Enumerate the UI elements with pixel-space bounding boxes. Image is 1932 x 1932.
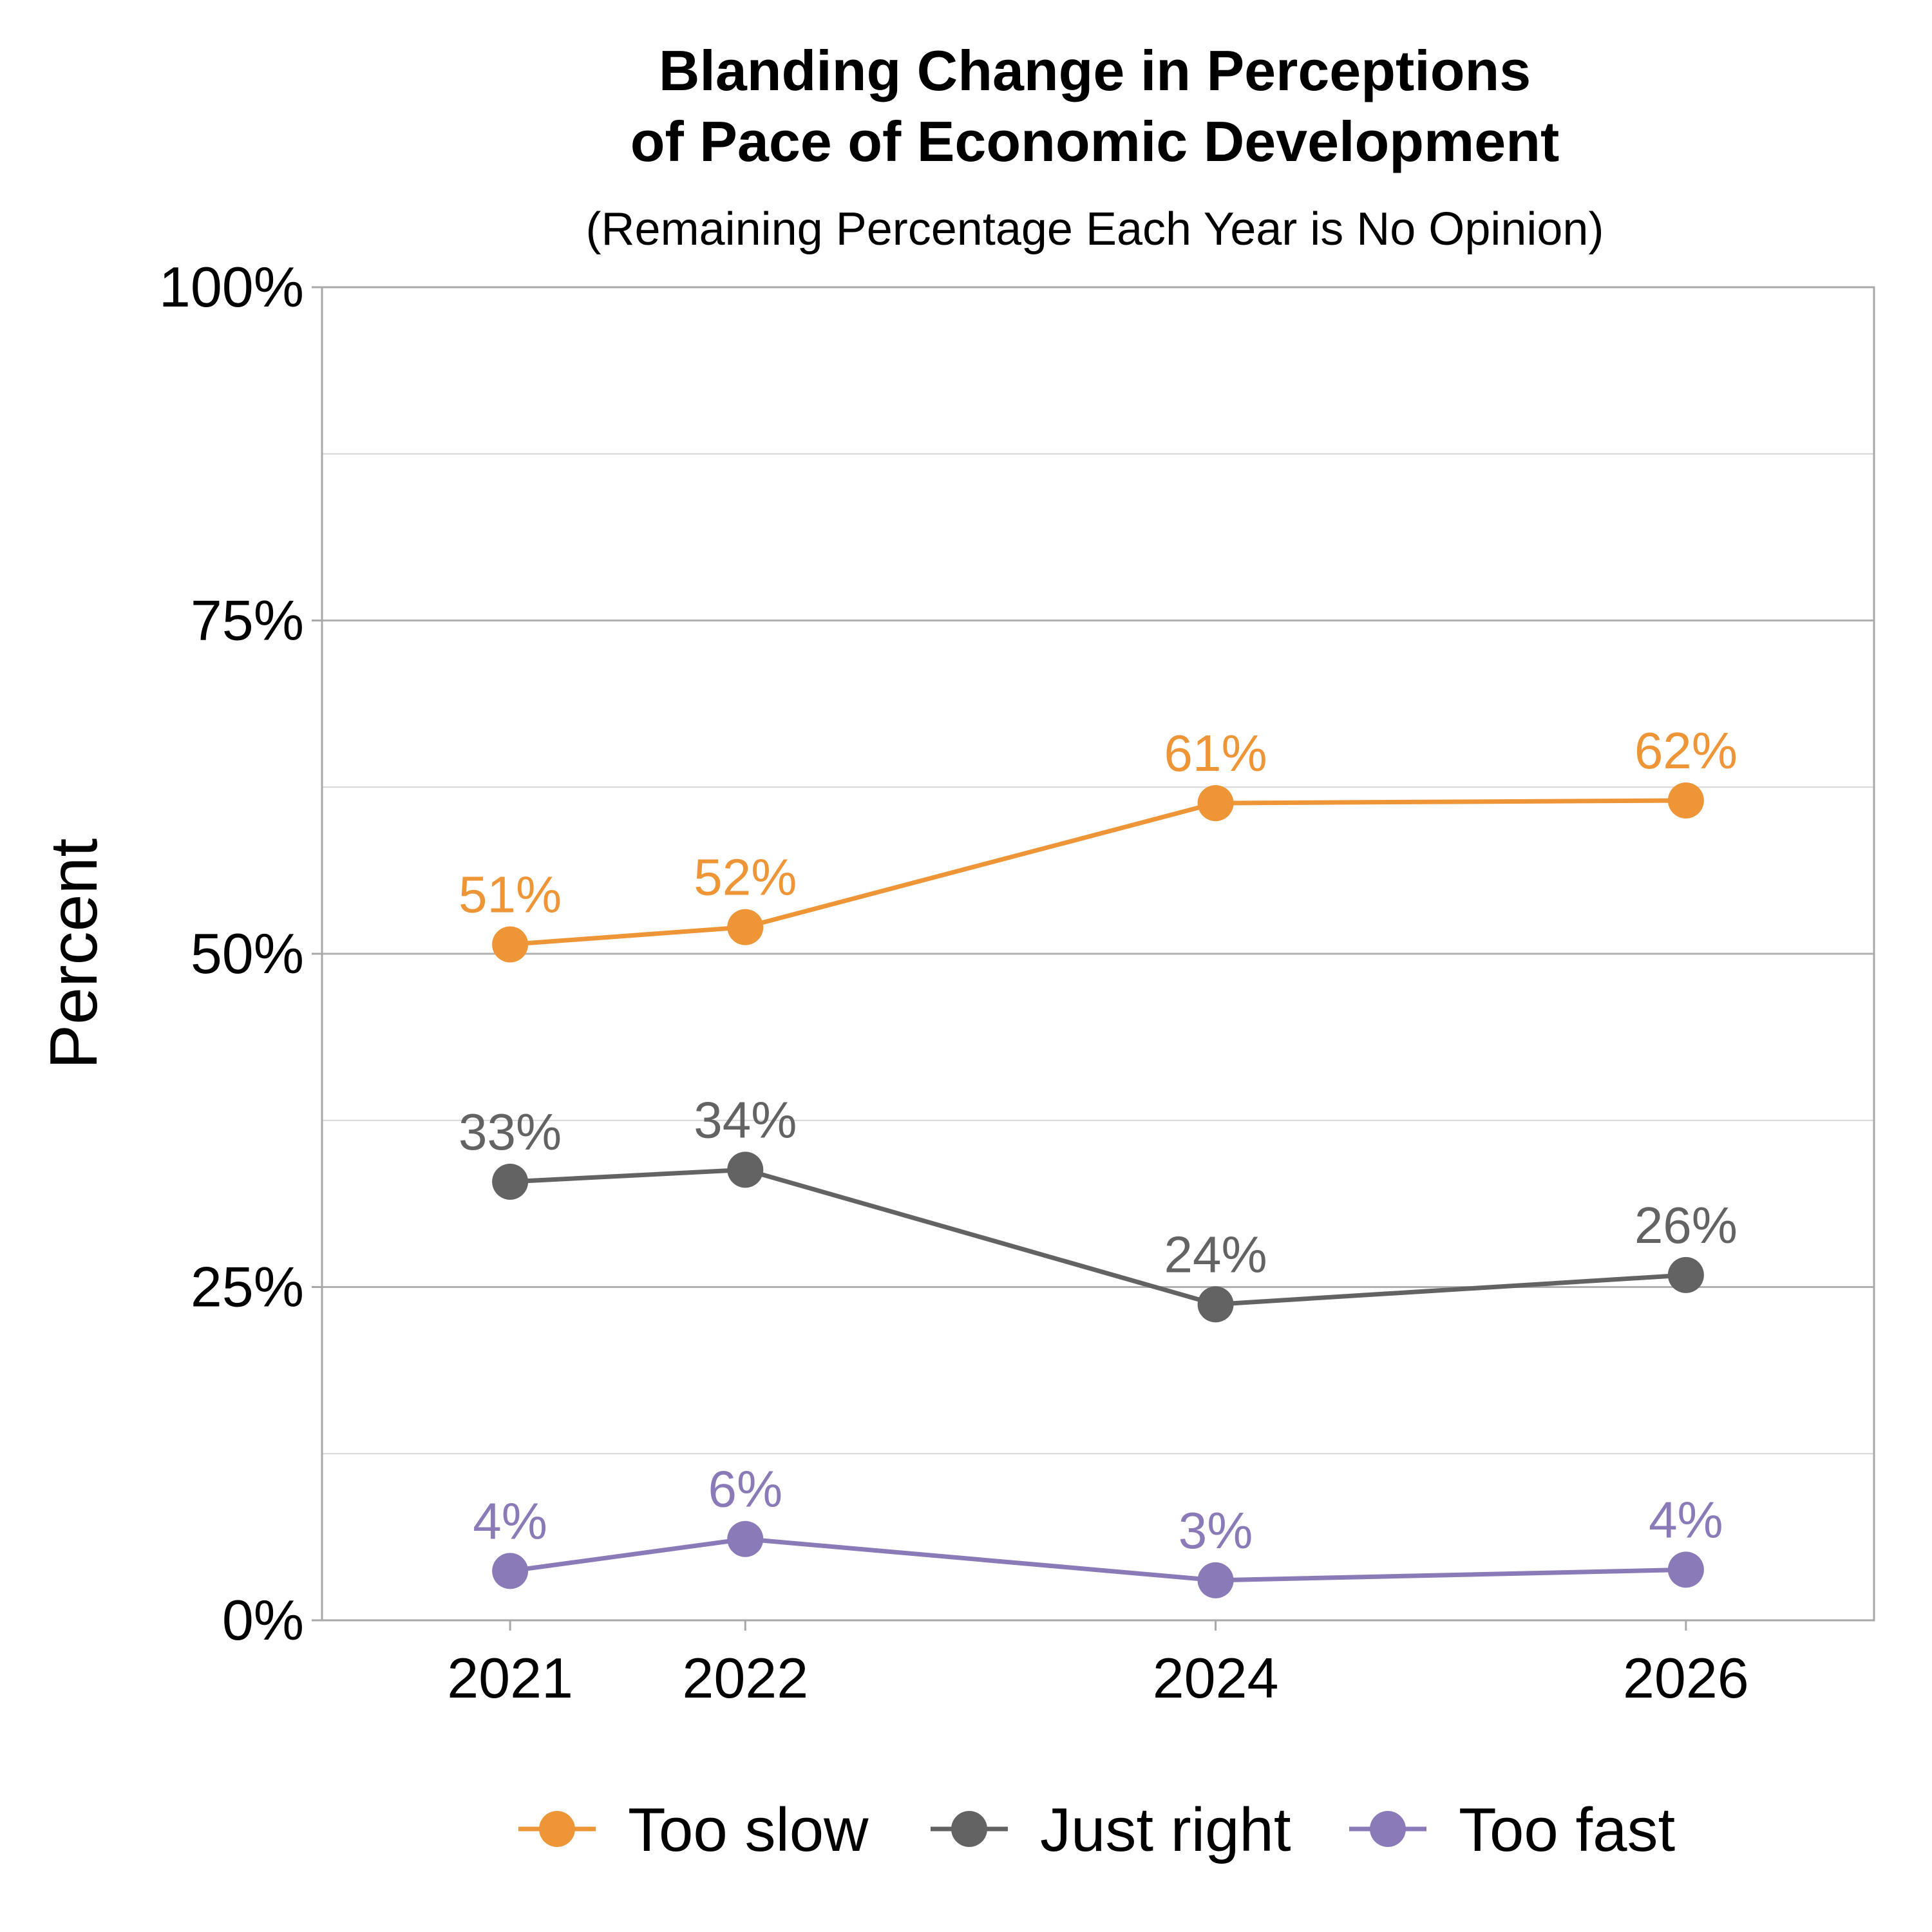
legend-item-too-slow: Too slow xyxy=(518,1795,869,1864)
legend-item-too-fast: Too fast xyxy=(1349,1795,1675,1864)
x-axis-ticks: 2021 2022 2024 2026 xyxy=(447,1620,1749,1710)
series-line xyxy=(509,1167,1687,1307)
data-point xyxy=(1667,782,1704,819)
legend-label: Too slow xyxy=(628,1795,869,1864)
series-line xyxy=(509,1537,1686,1583)
legend-marker xyxy=(539,1811,575,1847)
data-point xyxy=(492,1553,529,1589)
data-point xyxy=(1197,1562,1234,1598)
data-point xyxy=(492,1163,529,1200)
data-point xyxy=(492,926,529,963)
data-point xyxy=(727,1520,764,1557)
data-label: 61% xyxy=(1164,724,1267,782)
data-label: 52% xyxy=(694,849,797,906)
series-line xyxy=(509,798,1686,947)
data-label: 51% xyxy=(459,866,562,923)
y-tick-label: 0% xyxy=(222,1588,304,1652)
data-point xyxy=(727,909,764,945)
data-point xyxy=(1197,785,1234,822)
grid-lines xyxy=(322,453,1874,1455)
data-label: 26% xyxy=(1634,1197,1738,1254)
data-label: 4% xyxy=(1649,1491,1723,1548)
data-label: 62% xyxy=(1634,722,1738,779)
y-axis-label: Percent xyxy=(37,838,111,1070)
series-too-slow: 51% 52% 61% 62% xyxy=(459,722,1738,963)
data-point xyxy=(1197,1286,1234,1323)
y-tick-label: 100% xyxy=(159,255,304,319)
legend-marker xyxy=(1370,1811,1406,1847)
legend-label: Too fast xyxy=(1459,1795,1675,1864)
series-just-right: 33% 34% 24% 26% xyxy=(459,1091,1738,1323)
y-tick-label: 25% xyxy=(191,1255,304,1319)
y-tick-label: 50% xyxy=(191,922,304,985)
data-label: 3% xyxy=(1179,1502,1253,1559)
y-axis-ticks: 0% 25% 50% 75% 100% xyxy=(159,255,322,1652)
data-point xyxy=(727,1151,764,1188)
legend: Too slow Just right Too fast xyxy=(518,1795,1675,1864)
series-too-fast: 4% 6% 3% 4% xyxy=(473,1461,1723,1598)
series-group: 51% 52% 61% 62% 33% 34% 24% 26% 4% 6% 3% 4% xyxy=(459,722,1738,1598)
legend-item-just-right: Just right xyxy=(931,1795,1291,1864)
x-tick-label: 2022 xyxy=(682,1646,808,1710)
x-tick-label: 2026 xyxy=(1623,1646,1749,1710)
data-label: 34% xyxy=(694,1091,797,1148)
x-tick-label: 2024 xyxy=(1153,1646,1279,1710)
chart-title-line-2: of Pace of Economic Development xyxy=(630,109,1560,173)
legend-label: Just right xyxy=(1040,1795,1291,1864)
data-label: 4% xyxy=(473,1492,547,1549)
data-label: 24% xyxy=(1164,1226,1267,1283)
legend-marker xyxy=(951,1811,987,1847)
x-tick-label: 2021 xyxy=(447,1646,573,1710)
data-label: 6% xyxy=(708,1461,782,1518)
data-point xyxy=(1667,1551,1704,1588)
data-label: 33% xyxy=(459,1103,562,1160)
data-point xyxy=(1667,1256,1704,1293)
chart-subtitle: (Remaining Percentage Each Year is No Op… xyxy=(586,204,1604,255)
y-tick-label: 75% xyxy=(191,589,304,652)
chart-title-line-1: Blanding Change in Perceptions xyxy=(659,39,1531,102)
